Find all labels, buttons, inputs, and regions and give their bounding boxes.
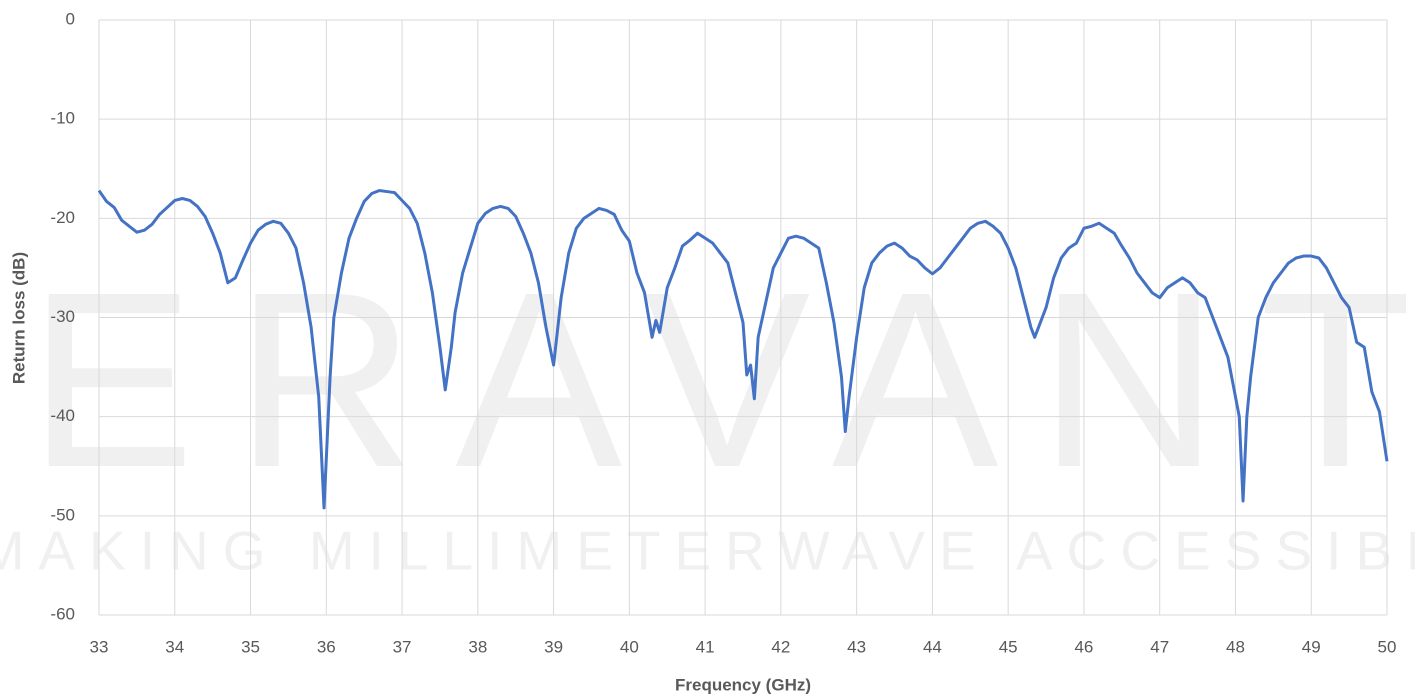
- y-tick-label: -40: [50, 406, 75, 425]
- x-tick-label: 46: [1074, 637, 1093, 656]
- watermark: ERAVANT: [28, 240, 1415, 519]
- series-line: [97, 189, 1389, 510]
- x-tick-label: 36: [317, 637, 336, 656]
- watermark-tagline: MAKING MILLIMETERWAVE ACCESSIBLE: [0, 520, 1415, 582]
- x-tick-label: 44: [923, 637, 942, 656]
- y-tick-label: -20: [50, 208, 75, 227]
- x-tick-label: 48: [1226, 637, 1245, 656]
- x-tick-label: 35: [241, 637, 260, 656]
- x-tick-label: 43: [847, 637, 866, 656]
- x-tick-label: 49: [1302, 637, 1321, 656]
- y-tick-label: 0: [66, 9, 75, 28]
- x-tick-label: 42: [771, 637, 790, 656]
- x-tick-label: 47: [1150, 637, 1169, 656]
- x-tick-label: 38: [468, 637, 487, 656]
- x-tick-label: 50: [1378, 637, 1397, 656]
- x-tick-label: 40: [620, 637, 639, 656]
- y-tick-label: -60: [50, 604, 75, 623]
- y-tick-label: -30: [50, 307, 75, 326]
- x-tick-label: 33: [90, 637, 109, 656]
- y-tick-label: -10: [50, 109, 75, 128]
- y-axis-title: Return loss (dB): [9, 252, 28, 384]
- x-axis-title: Frequency (GHz): [675, 675, 811, 694]
- x-tick-label: 37: [393, 637, 412, 656]
- x-tick-label: 45: [999, 637, 1018, 656]
- x-tick-label: 41: [696, 637, 715, 656]
- x-tick-label: 39: [544, 637, 563, 656]
- y-tick-label: -50: [50, 505, 75, 524]
- x-tick-label: 34: [165, 637, 184, 656]
